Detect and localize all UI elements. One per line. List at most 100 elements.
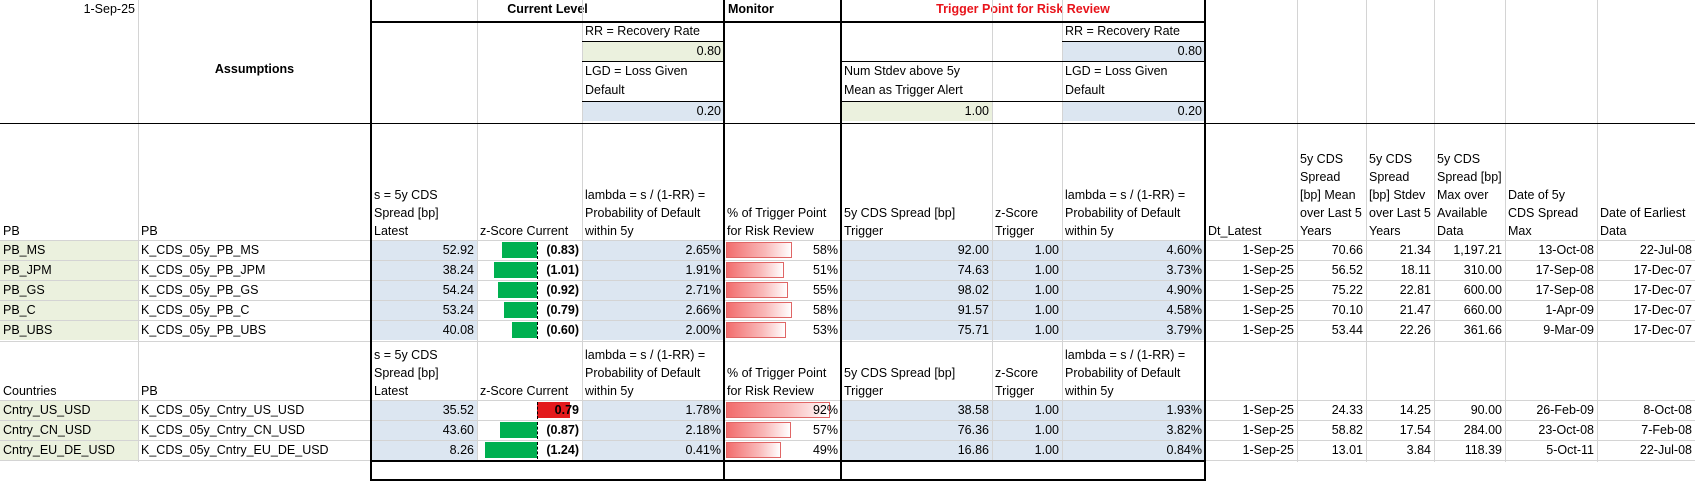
cell-spread[interactable]: 35.52 bbox=[371, 401, 477, 420]
cell-pct[interactable]: 53% bbox=[812, 323, 838, 337]
cell-mean[interactable]: 75.22 bbox=[1331, 283, 1363, 297]
cell-name[interactable]: Cntry_US_USD bbox=[0, 401, 138, 420]
cell-ticker[interactable]: K_CDS_05y_PB_GS bbox=[141, 283, 259, 297]
cell-max[interactable]: 90.00 bbox=[1470, 403, 1502, 417]
cell-stdev[interactable]: 17.54 bbox=[1399, 423, 1431, 437]
cell-max[interactable]: 600.00 bbox=[1463, 283, 1502, 297]
cell-lambda[interactable]: 1.78% bbox=[582, 401, 724, 420]
cell-trigger[interactable]: 74.63 bbox=[841, 261, 992, 280]
cell-name[interactable]: PB_C bbox=[0, 301, 138, 320]
cell-stdev[interactable]: 22.81 bbox=[1399, 283, 1431, 297]
cell-date-max[interactable]: 17-Sep-08 bbox=[1535, 263, 1594, 277]
cell-max[interactable]: 361.66 bbox=[1463, 323, 1502, 337]
cell-lambda-trig[interactable]: 4.90% bbox=[1062, 281, 1205, 300]
cell-dt[interactable]: 1-Sep-25 bbox=[1242, 443, 1294, 457]
cell-ticker[interactable]: K_CDS_05y_PB_JPM bbox=[141, 263, 266, 277]
cell-mean[interactable]: 56.52 bbox=[1331, 263, 1363, 277]
cell-trigger[interactable]: 75.71 bbox=[841, 321, 992, 340]
cell-date-max[interactable]: 1-Apr-09 bbox=[1545, 303, 1594, 317]
cell-trigger[interactable]: 76.36 bbox=[841, 421, 992, 440]
cell-date-earliest[interactable]: 8-Oct-08 bbox=[1643, 403, 1692, 417]
cell-z-trig[interactable]: 1.00 bbox=[992, 281, 1062, 300]
cell-max[interactable]: 118.39 bbox=[1464, 443, 1502, 457]
cell-z-trig[interactable]: 1.00 bbox=[992, 421, 1062, 440]
cell-trigger[interactable]: 38.58 bbox=[841, 401, 992, 420]
cell-dt[interactable]: 1-Sep-25 bbox=[1242, 303, 1294, 317]
report-date-cell[interactable]: 1-Sep-25 bbox=[83, 2, 135, 16]
cell-z-trig[interactable]: 1.00 bbox=[992, 241, 1062, 260]
cell-z[interactable]: (1.24) bbox=[546, 443, 579, 457]
cell-mean[interactable]: 53.44 bbox=[1331, 323, 1363, 337]
cell-stdev[interactable]: 18.11 bbox=[1400, 263, 1431, 277]
cell-lambda[interactable]: 2.00% bbox=[582, 321, 724, 340]
cell-lambda-trig[interactable]: 3.79% bbox=[1062, 321, 1205, 340]
cell-lambda-trig[interactable]: 4.60% bbox=[1062, 241, 1205, 260]
cell-z[interactable]: (0.79) bbox=[546, 303, 579, 317]
cell-date-max[interactable]: 26-Feb-09 bbox=[1536, 403, 1594, 417]
cell-mean[interactable]: 70.66 bbox=[1331, 243, 1363, 257]
cell-lambda-trig[interactable]: 1.93% bbox=[1062, 401, 1205, 420]
cell-name[interactable]: Cntry_CN_USD bbox=[0, 421, 138, 440]
cell-lambda[interactable]: 2.65% bbox=[582, 241, 724, 260]
cell-date-earliest[interactable]: 17-Dec-07 bbox=[1633, 263, 1692, 277]
cell-pct[interactable]: 55% bbox=[812, 283, 838, 297]
cell-stdev[interactable]: 14.25 bbox=[1399, 403, 1431, 417]
cell-date-max[interactable]: 13-Oct-08 bbox=[1538, 243, 1594, 257]
cell-date-earliest[interactable]: 22-Jul-08 bbox=[1639, 443, 1692, 457]
cell-dt[interactable]: 1-Sep-25 bbox=[1242, 423, 1294, 437]
cell-spread[interactable]: 8.26 bbox=[371, 441, 477, 460]
cell-date-earliest[interactable]: 7-Feb-08 bbox=[1641, 423, 1692, 437]
cell-max[interactable]: 310.00 bbox=[1463, 263, 1502, 277]
cell-pct[interactable]: 58% bbox=[812, 243, 838, 257]
cell-z[interactable]: 0.79 bbox=[554, 403, 579, 417]
cell-date-earliest[interactable]: 17-Dec-07 bbox=[1633, 323, 1692, 337]
cell-mean[interactable]: 58.82 bbox=[1331, 423, 1363, 437]
cell-z-trig[interactable]: 1.00 bbox=[992, 401, 1062, 420]
cell-ticker[interactable]: K_CDS_05y_Cntry_US_USD bbox=[141, 403, 305, 417]
cell-trigger[interactable]: 98.02 bbox=[841, 281, 992, 300]
cell-mean[interactable]: 13.01 bbox=[1331, 443, 1363, 457]
cell-lambda-trig[interactable]: 0.84% bbox=[1062, 441, 1205, 460]
cell-lambda[interactable]: 2.18% bbox=[582, 421, 724, 440]
cell-z[interactable]: (1.01) bbox=[546, 263, 579, 277]
cell-name[interactable]: PB_UBS bbox=[0, 321, 138, 340]
cell-stdev[interactable]: 3.84 bbox=[1406, 443, 1431, 457]
cell-date-earliest[interactable]: 17-Dec-07 bbox=[1633, 283, 1692, 297]
cell-date-earliest[interactable]: 17-Dec-07 bbox=[1633, 303, 1692, 317]
cell-spread[interactable]: 52.92 bbox=[371, 241, 477, 260]
cell-ticker[interactable]: K_CDS_05y_Cntry_EU_DE_USD bbox=[141, 443, 329, 457]
cell-lambda-trig[interactable]: 4.58% bbox=[1062, 301, 1205, 320]
cell-trigger[interactable]: 16.86 bbox=[841, 441, 992, 460]
cell-lambda[interactable]: 1.91% bbox=[582, 261, 724, 280]
cell-z-trig[interactable]: 1.00 bbox=[992, 441, 1062, 460]
cell-spread[interactable]: 53.24 bbox=[371, 301, 477, 320]
cell-mean[interactable]: 70.10 bbox=[1331, 303, 1363, 317]
cell-lambda[interactable]: 2.71% bbox=[582, 281, 724, 300]
cell-pct[interactable]: 92% bbox=[812, 403, 838, 417]
cell-z-trig[interactable]: 1.00 bbox=[992, 301, 1062, 320]
rr-value-current[interactable]: 0.80 bbox=[582, 42, 724, 61]
cell-max[interactable]: 284.00 bbox=[1463, 423, 1502, 437]
cell-ticker[interactable]: K_CDS_05y_Cntry_CN_USD bbox=[141, 423, 305, 437]
cell-name[interactable]: Cntry_EU_DE_USD bbox=[0, 441, 138, 460]
cell-lambda-trig[interactable]: 3.73% bbox=[1062, 261, 1205, 280]
cell-date-max[interactable]: 9-Mar-09 bbox=[1543, 323, 1594, 337]
cell-z[interactable]: (0.83) bbox=[546, 243, 579, 257]
cell-dt[interactable]: 1-Sep-25 bbox=[1242, 283, 1294, 297]
cell-name[interactable]: PB_GS bbox=[0, 281, 138, 300]
cell-dt[interactable]: 1-Sep-25 bbox=[1242, 243, 1294, 257]
cell-spread[interactable]: 43.60 bbox=[371, 421, 477, 440]
cell-pct[interactable]: 51% bbox=[812, 263, 838, 277]
cell-lambda[interactable]: 2.66% bbox=[582, 301, 724, 320]
rr-value-trigger[interactable]: 0.80 bbox=[1062, 42, 1205, 61]
lgd-value-trigger[interactable]: 0.20 bbox=[1062, 102, 1205, 121]
cell-lambda-trig[interactable]: 3.82% bbox=[1062, 421, 1205, 440]
cell-ticker[interactable]: K_CDS_05y_PB_C bbox=[141, 303, 250, 317]
cell-max[interactable]: 1,197.21 bbox=[1453, 243, 1502, 257]
cell-max[interactable]: 660.00 bbox=[1463, 303, 1502, 317]
cell-date-max[interactable]: 5-Oct-11 bbox=[1546, 443, 1594, 457]
cell-dt[interactable]: 1-Sep-25 bbox=[1242, 403, 1294, 417]
cell-name[interactable]: PB_MS bbox=[0, 241, 138, 260]
cell-z[interactable]: (0.87) bbox=[546, 423, 579, 437]
cell-mean[interactable]: 24.33 bbox=[1331, 403, 1363, 417]
